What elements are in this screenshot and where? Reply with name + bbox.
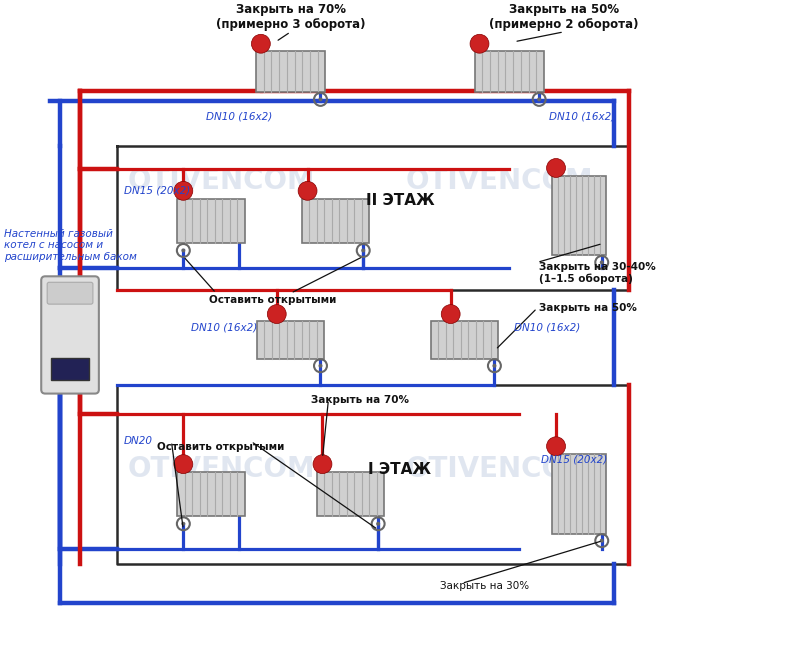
- Bar: [256, 51, 326, 93]
- Circle shape: [251, 34, 270, 53]
- Text: OTIVENCOM: OTIVENCOM: [127, 455, 315, 483]
- Bar: [317, 472, 384, 516]
- Text: Настенный газовый
котел с насосом и
расширительным баком: Настенный газовый котел с насосом и расш…: [5, 229, 138, 262]
- Circle shape: [376, 522, 380, 526]
- Text: DN20: DN20: [124, 436, 153, 446]
- Bar: [431, 321, 498, 359]
- Bar: [302, 199, 369, 242]
- Circle shape: [600, 260, 604, 264]
- Text: OTIVENCOM: OTIVENCOM: [127, 167, 315, 195]
- Circle shape: [362, 248, 366, 253]
- Text: DN10 (16х2): DN10 (16х2): [191, 323, 258, 333]
- Text: Закрыть на 30%: Закрыть на 30%: [440, 581, 529, 592]
- Circle shape: [493, 364, 497, 367]
- Text: Закрыть на 30-40%
(1–1.5 оборота): Закрыть на 30-40% (1–1.5 оборота): [539, 262, 656, 284]
- Text: DN10 (16х2): DN10 (16х2): [206, 111, 273, 121]
- Bar: [51, 358, 89, 380]
- Circle shape: [267, 305, 286, 323]
- Circle shape: [182, 248, 186, 253]
- Circle shape: [182, 522, 186, 526]
- Bar: [474, 51, 544, 93]
- Circle shape: [318, 364, 322, 367]
- Bar: [257, 321, 325, 359]
- Circle shape: [537, 97, 541, 101]
- Bar: [551, 454, 606, 534]
- Text: DN10 (16х2): DN10 (16х2): [549, 111, 615, 121]
- Text: Закрыть на 70%: Закрыть на 70%: [310, 395, 409, 404]
- FancyBboxPatch shape: [47, 283, 93, 304]
- Circle shape: [470, 34, 489, 53]
- Bar: [178, 472, 245, 516]
- FancyBboxPatch shape: [42, 276, 99, 393]
- Circle shape: [600, 538, 604, 542]
- Bar: [551, 176, 606, 255]
- Text: Оставить открытыми: Оставить открытыми: [157, 442, 284, 452]
- Circle shape: [298, 181, 317, 200]
- Text: OTIVENCOM: OTIVENCOM: [406, 167, 593, 195]
- Circle shape: [174, 455, 193, 474]
- Text: II ЭТАЖ: II ЭТАЖ: [366, 193, 434, 208]
- Circle shape: [546, 159, 566, 178]
- Circle shape: [442, 305, 460, 323]
- Text: DN10 (16х2): DN10 (16х2): [514, 323, 581, 333]
- Circle shape: [174, 181, 193, 200]
- Text: DN15 (20х2): DN15 (20х2): [124, 186, 190, 196]
- Circle shape: [546, 437, 566, 456]
- Text: OTIVENCOM: OTIVENCOM: [406, 455, 593, 483]
- Circle shape: [313, 455, 332, 474]
- Text: Закрыть на 50%
(примерно 2 оборота): Закрыть на 50% (примерно 2 оборота): [490, 3, 638, 31]
- Text: I ЭТАЖ: I ЭТАЖ: [369, 461, 431, 477]
- Text: Закрыть на 50%: Закрыть на 50%: [539, 303, 637, 313]
- Bar: [178, 199, 245, 242]
- Text: DN15 (20х2): DN15 (20х2): [541, 454, 607, 464]
- Text: Закрыть на 70%
(примерно 3 оборота): Закрыть на 70% (примерно 3 оборота): [216, 3, 366, 31]
- Text: Оставить открытыми: Оставить открытыми: [209, 295, 337, 305]
- Circle shape: [318, 97, 322, 101]
